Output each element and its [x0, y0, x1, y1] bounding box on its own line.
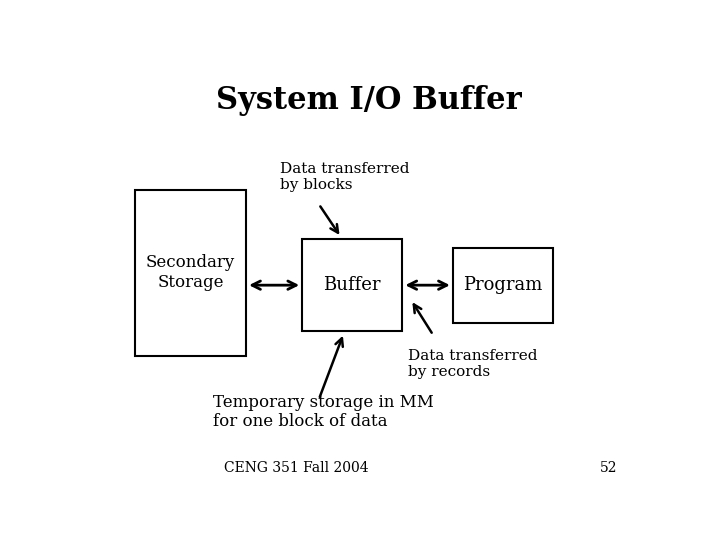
Text: 52: 52 [600, 461, 618, 475]
Bar [135, 190, 246, 356]
Text: System I/O Buffer: System I/O Buffer [216, 85, 522, 116]
Bar [453, 248, 553, 322]
Text: Temporary storage in MM
for one block of data: Temporary storage in MM for one block of… [213, 394, 433, 430]
Bar [302, 239, 402, 331]
Text: Data transferred
by records: Data transferred by records [408, 349, 538, 379]
Text: CENG 351 Fall 2004: CENG 351 Fall 2004 [224, 461, 369, 475]
Text: Buffer: Buffer [323, 276, 381, 294]
Text: Secondary
Storage: Secondary Storage [146, 254, 235, 291]
Text: Program: Program [463, 276, 543, 294]
Text: Data transferred
by blocks: Data transferred by blocks [280, 162, 409, 192]
